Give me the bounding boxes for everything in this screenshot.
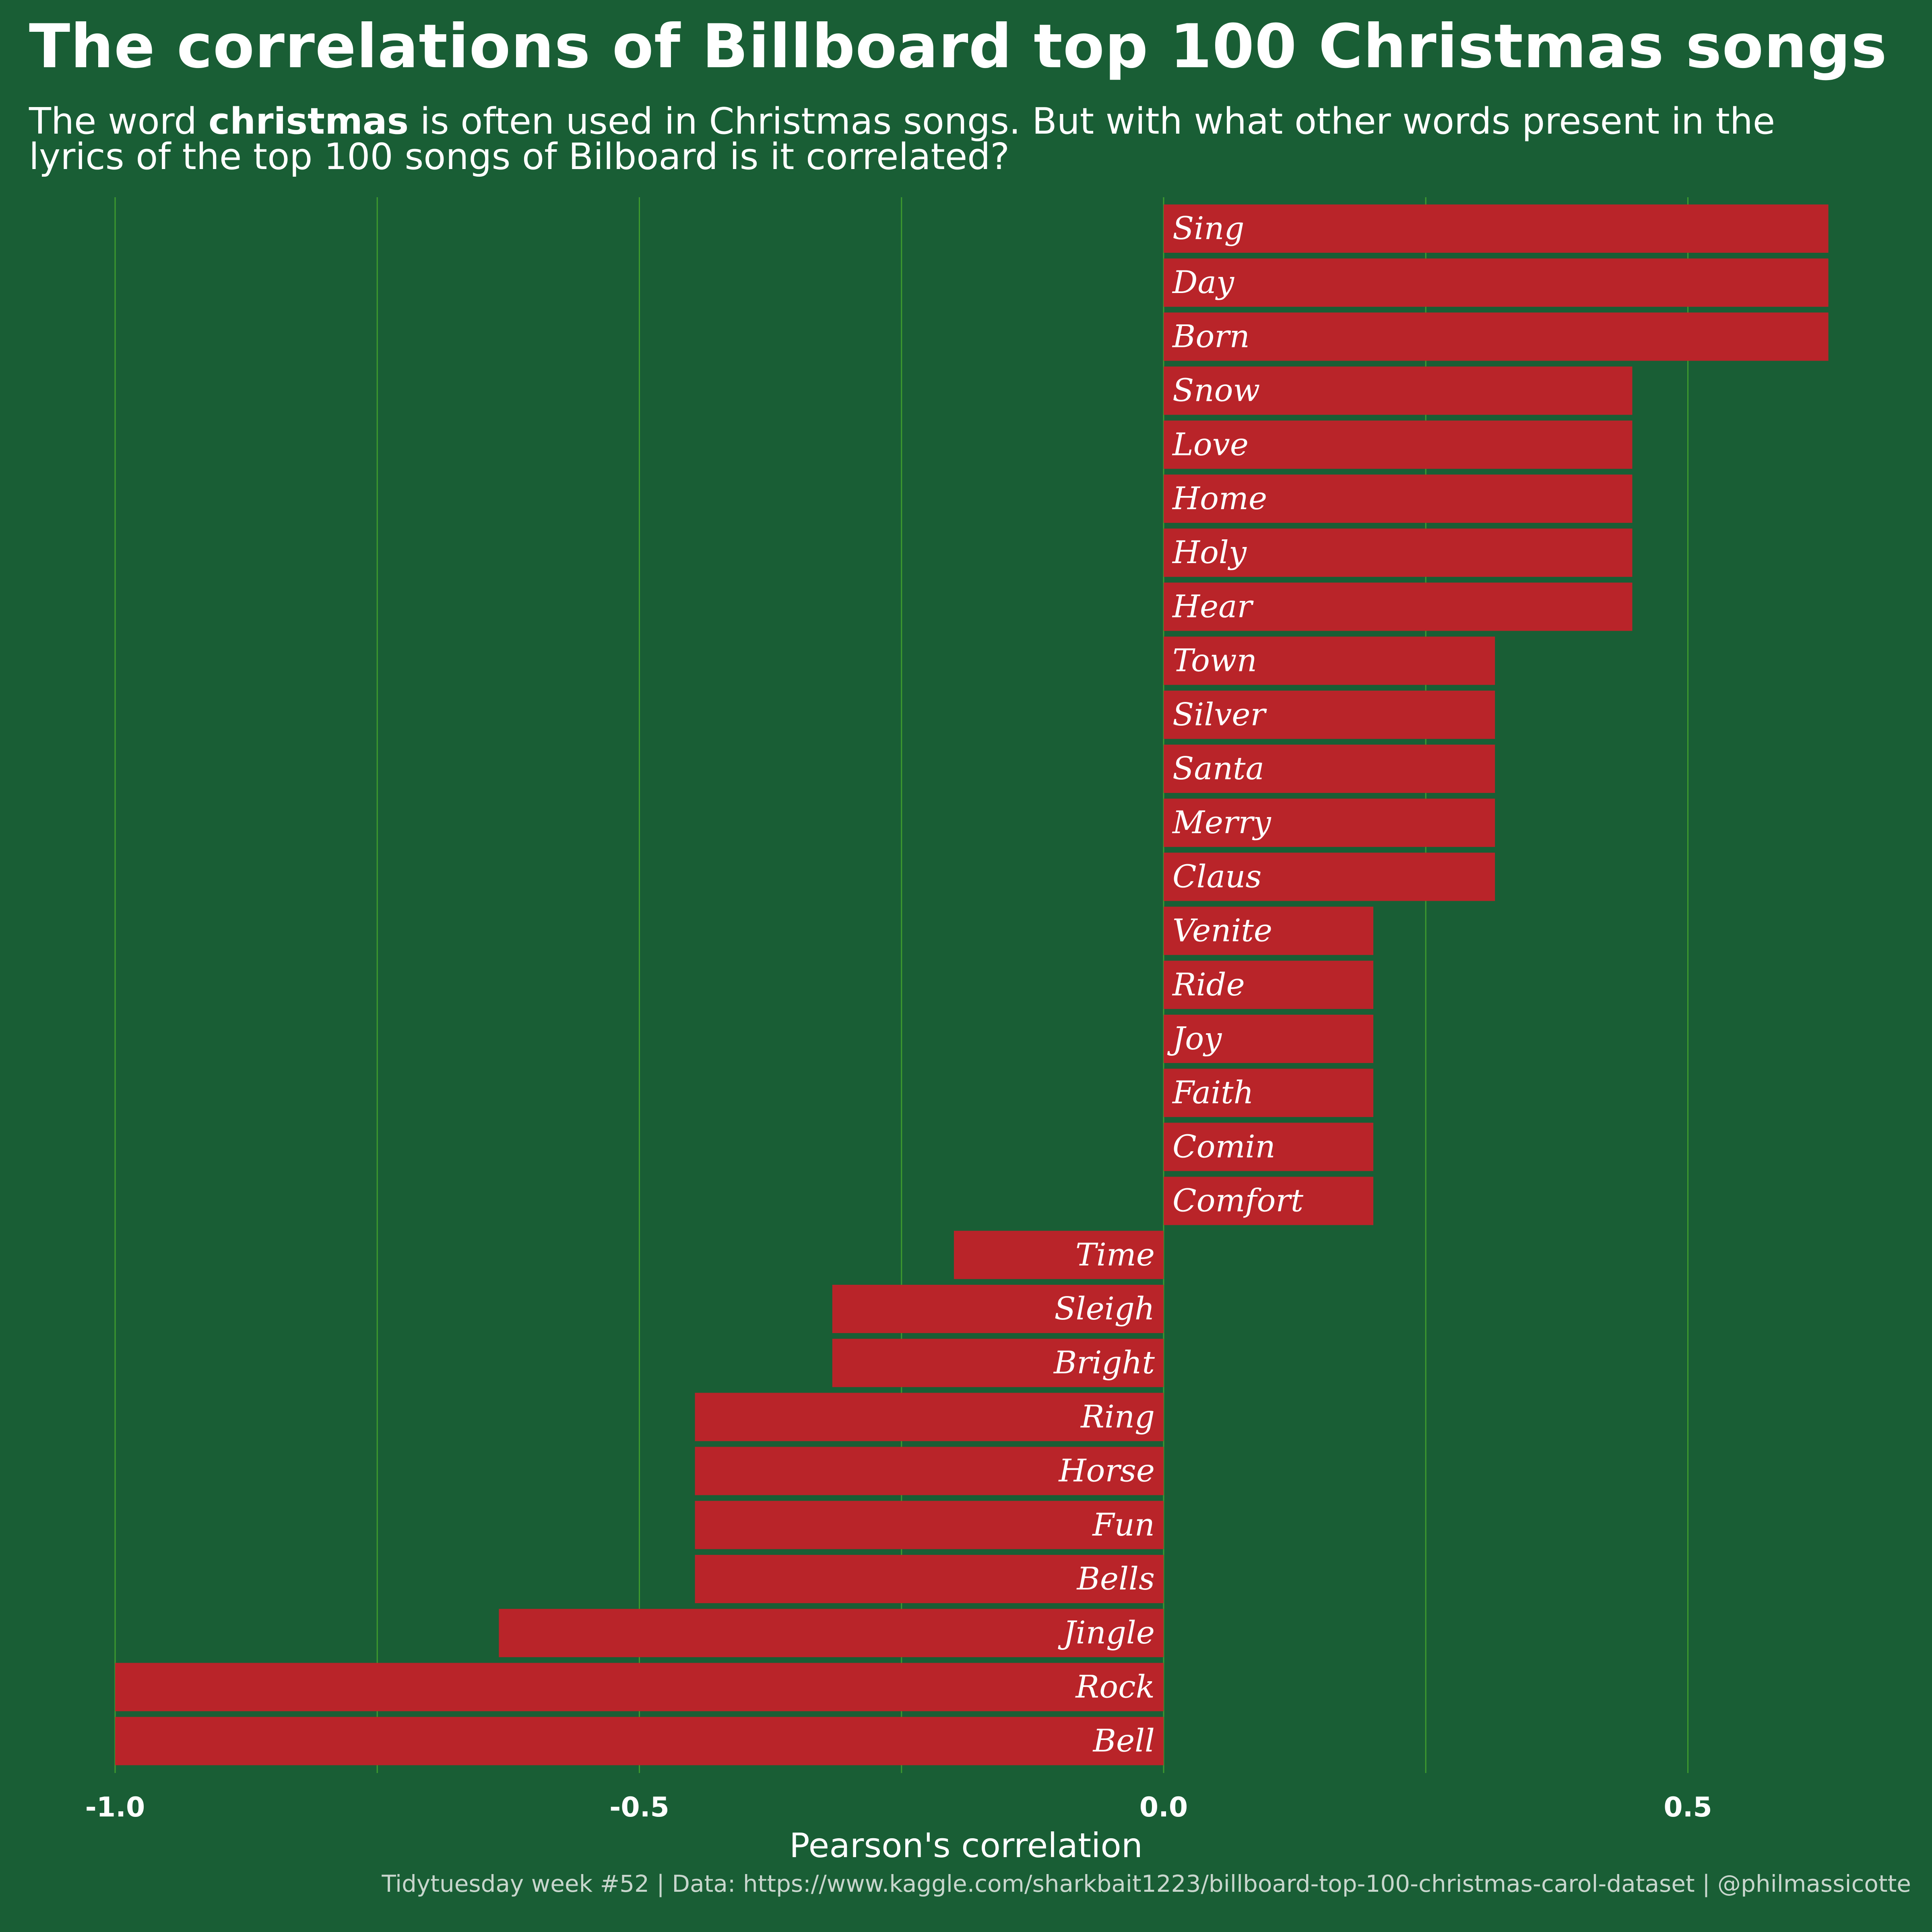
bar-fun <box>695 1501 1164 1549</box>
bar-claus <box>1164 852 1495 901</box>
bar-bells <box>695 1555 1164 1603</box>
bar-day <box>1164 258 1829 307</box>
bar-label-rock: Rock <box>1075 1669 1155 1705</box>
bar-bright <box>832 1339 1164 1387</box>
bar-silver <box>1164 690 1495 739</box>
bar-home <box>1164 475 1633 523</box>
bar-label-born: Born <box>1172 318 1250 355</box>
x-tick-label: 0.0 <box>1139 1792 1188 1823</box>
bar-label-day: Day <box>1172 264 1234 301</box>
bar-label-ride: Ride <box>1172 967 1245 1003</box>
bar-label-love: Love <box>1172 427 1249 463</box>
bar-venite <box>1164 906 1373 955</box>
bar-label-fun: Fun <box>1092 1507 1155 1543</box>
bar-label-claus: Claus <box>1172 859 1261 895</box>
bar-label-ring: Ring <box>1080 1399 1155 1435</box>
bar-label-santa: Santa <box>1172 751 1264 787</box>
bar-holy <box>1164 528 1633 577</box>
bar-label-comin: Comin <box>1172 1129 1276 1165</box>
bar-label-faith: Faith <box>1172 1075 1254 1111</box>
bar-rock <box>115 1663 1164 1711</box>
bar-ring <box>695 1393 1164 1441</box>
bar-label-sing: Sing <box>1172 211 1245 247</box>
subtitle-text-end: is often used in Christmas songs. But wi… <box>29 100 1775 178</box>
bar-label-hear: Hear <box>1172 588 1254 625</box>
bar-snow <box>1164 366 1633 415</box>
chart-subtitle: The word christmas is often used in Chri… <box>29 103 1880 175</box>
bar-hear <box>1164 582 1633 631</box>
bar-joy <box>1164 1015 1373 1063</box>
bar-label-joy: Joy <box>1167 1021 1222 1057</box>
bar-jingle <box>499 1609 1164 1657</box>
x-tick-label: -0.5 <box>609 1792 669 1823</box>
bar-born <box>1164 312 1829 361</box>
bar-label-sleigh: Sleigh <box>1054 1291 1155 1327</box>
bar-horse <box>695 1447 1164 1495</box>
x-tick-label: 0.5 <box>1664 1792 1712 1823</box>
bar-time <box>954 1230 1164 1279</box>
bar-love <box>1164 420 1633 469</box>
bar-label-bright: Bright <box>1053 1345 1155 1381</box>
bar-sing <box>1164 204 1829 253</box>
bar-label-merry: Merry <box>1172 805 1271 841</box>
bar-label-time: Time <box>1075 1237 1155 1273</box>
bar-label-bell: Bell <box>1092 1723 1155 1759</box>
bar-label-bells: Bells <box>1076 1561 1155 1597</box>
subtitle-keyword: christmas <box>208 100 409 142</box>
bar-sleigh <box>832 1285 1164 1333</box>
bar-bell <box>115 1717 1164 1765</box>
x-tick-label: -1.0 <box>85 1792 145 1823</box>
bars <box>115 204 1829 1765</box>
bar-label-holy: Holy <box>1172 535 1247 571</box>
bar-labels: Sing Day Born Snow Love Home Holy Hear Town Silve… <box>1053 211 1304 1759</box>
source-caption: Tidytuesday week #52 | Data: https://www… <box>382 1870 1911 1897</box>
bar-label-venite: Venite <box>1172 913 1272 949</box>
bar-town <box>1164 636 1495 685</box>
x-axis-title: Pearson's correlation <box>789 1826 1143 1865</box>
bar-comin <box>1164 1123 1373 1171</box>
bar-label-comfort: Comfort <box>1172 1183 1304 1219</box>
bar-label-silver: Silver <box>1172 697 1267 733</box>
bar-label-town: Town <box>1172 643 1257 679</box>
bar-santa <box>1164 745 1495 793</box>
bar-comfort <box>1164 1177 1373 1225</box>
subtitle-text-start: The word <box>29 100 208 142</box>
bar-label-jingle: Jingle <box>1058 1615 1155 1651</box>
x-axis-ticks: -1.0 -0.5 0.0 0.5 <box>85 1792 1712 1823</box>
bar-label-home: Home <box>1172 481 1267 517</box>
bar-label-snow: Snow <box>1172 373 1260 409</box>
bar-merry <box>1164 799 1495 847</box>
bar-label-horse: Horse <box>1058 1453 1155 1489</box>
chart-title: The correlations of Billboard top 100 Ch… <box>29 12 1887 82</box>
bar-ride <box>1164 960 1373 1009</box>
bar-faith <box>1164 1069 1373 1117</box>
